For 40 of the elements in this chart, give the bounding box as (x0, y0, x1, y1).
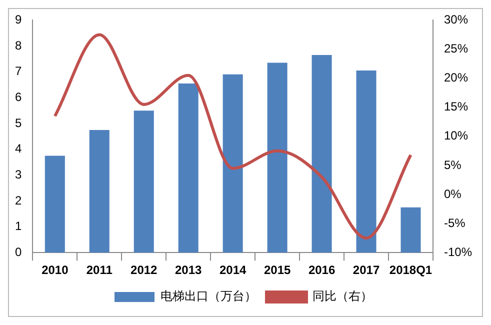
y-tick-label: 8 (14, 38, 22, 52)
y2-tick-label: 10% (444, 128, 468, 143)
y-tick-label: 4 (14, 142, 22, 156)
bar (267, 62, 288, 253)
bar (134, 110, 154, 253)
y-tick-label: 1 (14, 219, 22, 234)
y2-tick-label: 15% (444, 100, 468, 114)
y-tick-label: 5 (14, 116, 22, 130)
bar (400, 207, 421, 253)
x-tick-label: 2011 (86, 263, 113, 278)
legend-label: 电梯出口（万台） (160, 289, 256, 304)
y2-tick-label: -5% (444, 216, 466, 230)
x-tick-label: 2013 (175, 263, 202, 278)
y2-tick-label: 30% (444, 12, 468, 27)
y-tick-label: 6 (14, 90, 22, 104)
legend-label: 同比（右） (312, 289, 372, 304)
y2-tick-label: 20% (444, 70, 468, 85)
bar (312, 55, 332, 253)
x-tick-label: 2018Q1 (389, 263, 432, 278)
y2-tick-label: -10% (444, 244, 472, 259)
bar (222, 74, 243, 253)
y-tick-label: 9 (14, 12, 22, 27)
x-tick-label: 2016 (308, 263, 336, 278)
x-tick-label: 2014 (219, 263, 246, 278)
y2-tick-label: 0% (444, 186, 462, 201)
x-tick-label: 2015 (264, 263, 291, 278)
y-tick-label: 2 (14, 193, 22, 208)
x-tick-label: 2017 (352, 263, 380, 278)
bar (44, 156, 65, 253)
bar (89, 130, 110, 253)
y2-tick-label: 5% (444, 158, 462, 172)
bar (178, 83, 198, 253)
y-tick-label: 3 (14, 167, 22, 182)
y2-tick-label: 25% (444, 42, 468, 56)
x-tick-label: 2010 (42, 263, 69, 278)
bar (356, 70, 376, 253)
line-series (53, 33, 412, 240)
y-tick-label: 0 (14, 244, 22, 259)
y-tick-label: 7 (14, 64, 22, 78)
x-tick-label: 2012 (130, 263, 158, 278)
